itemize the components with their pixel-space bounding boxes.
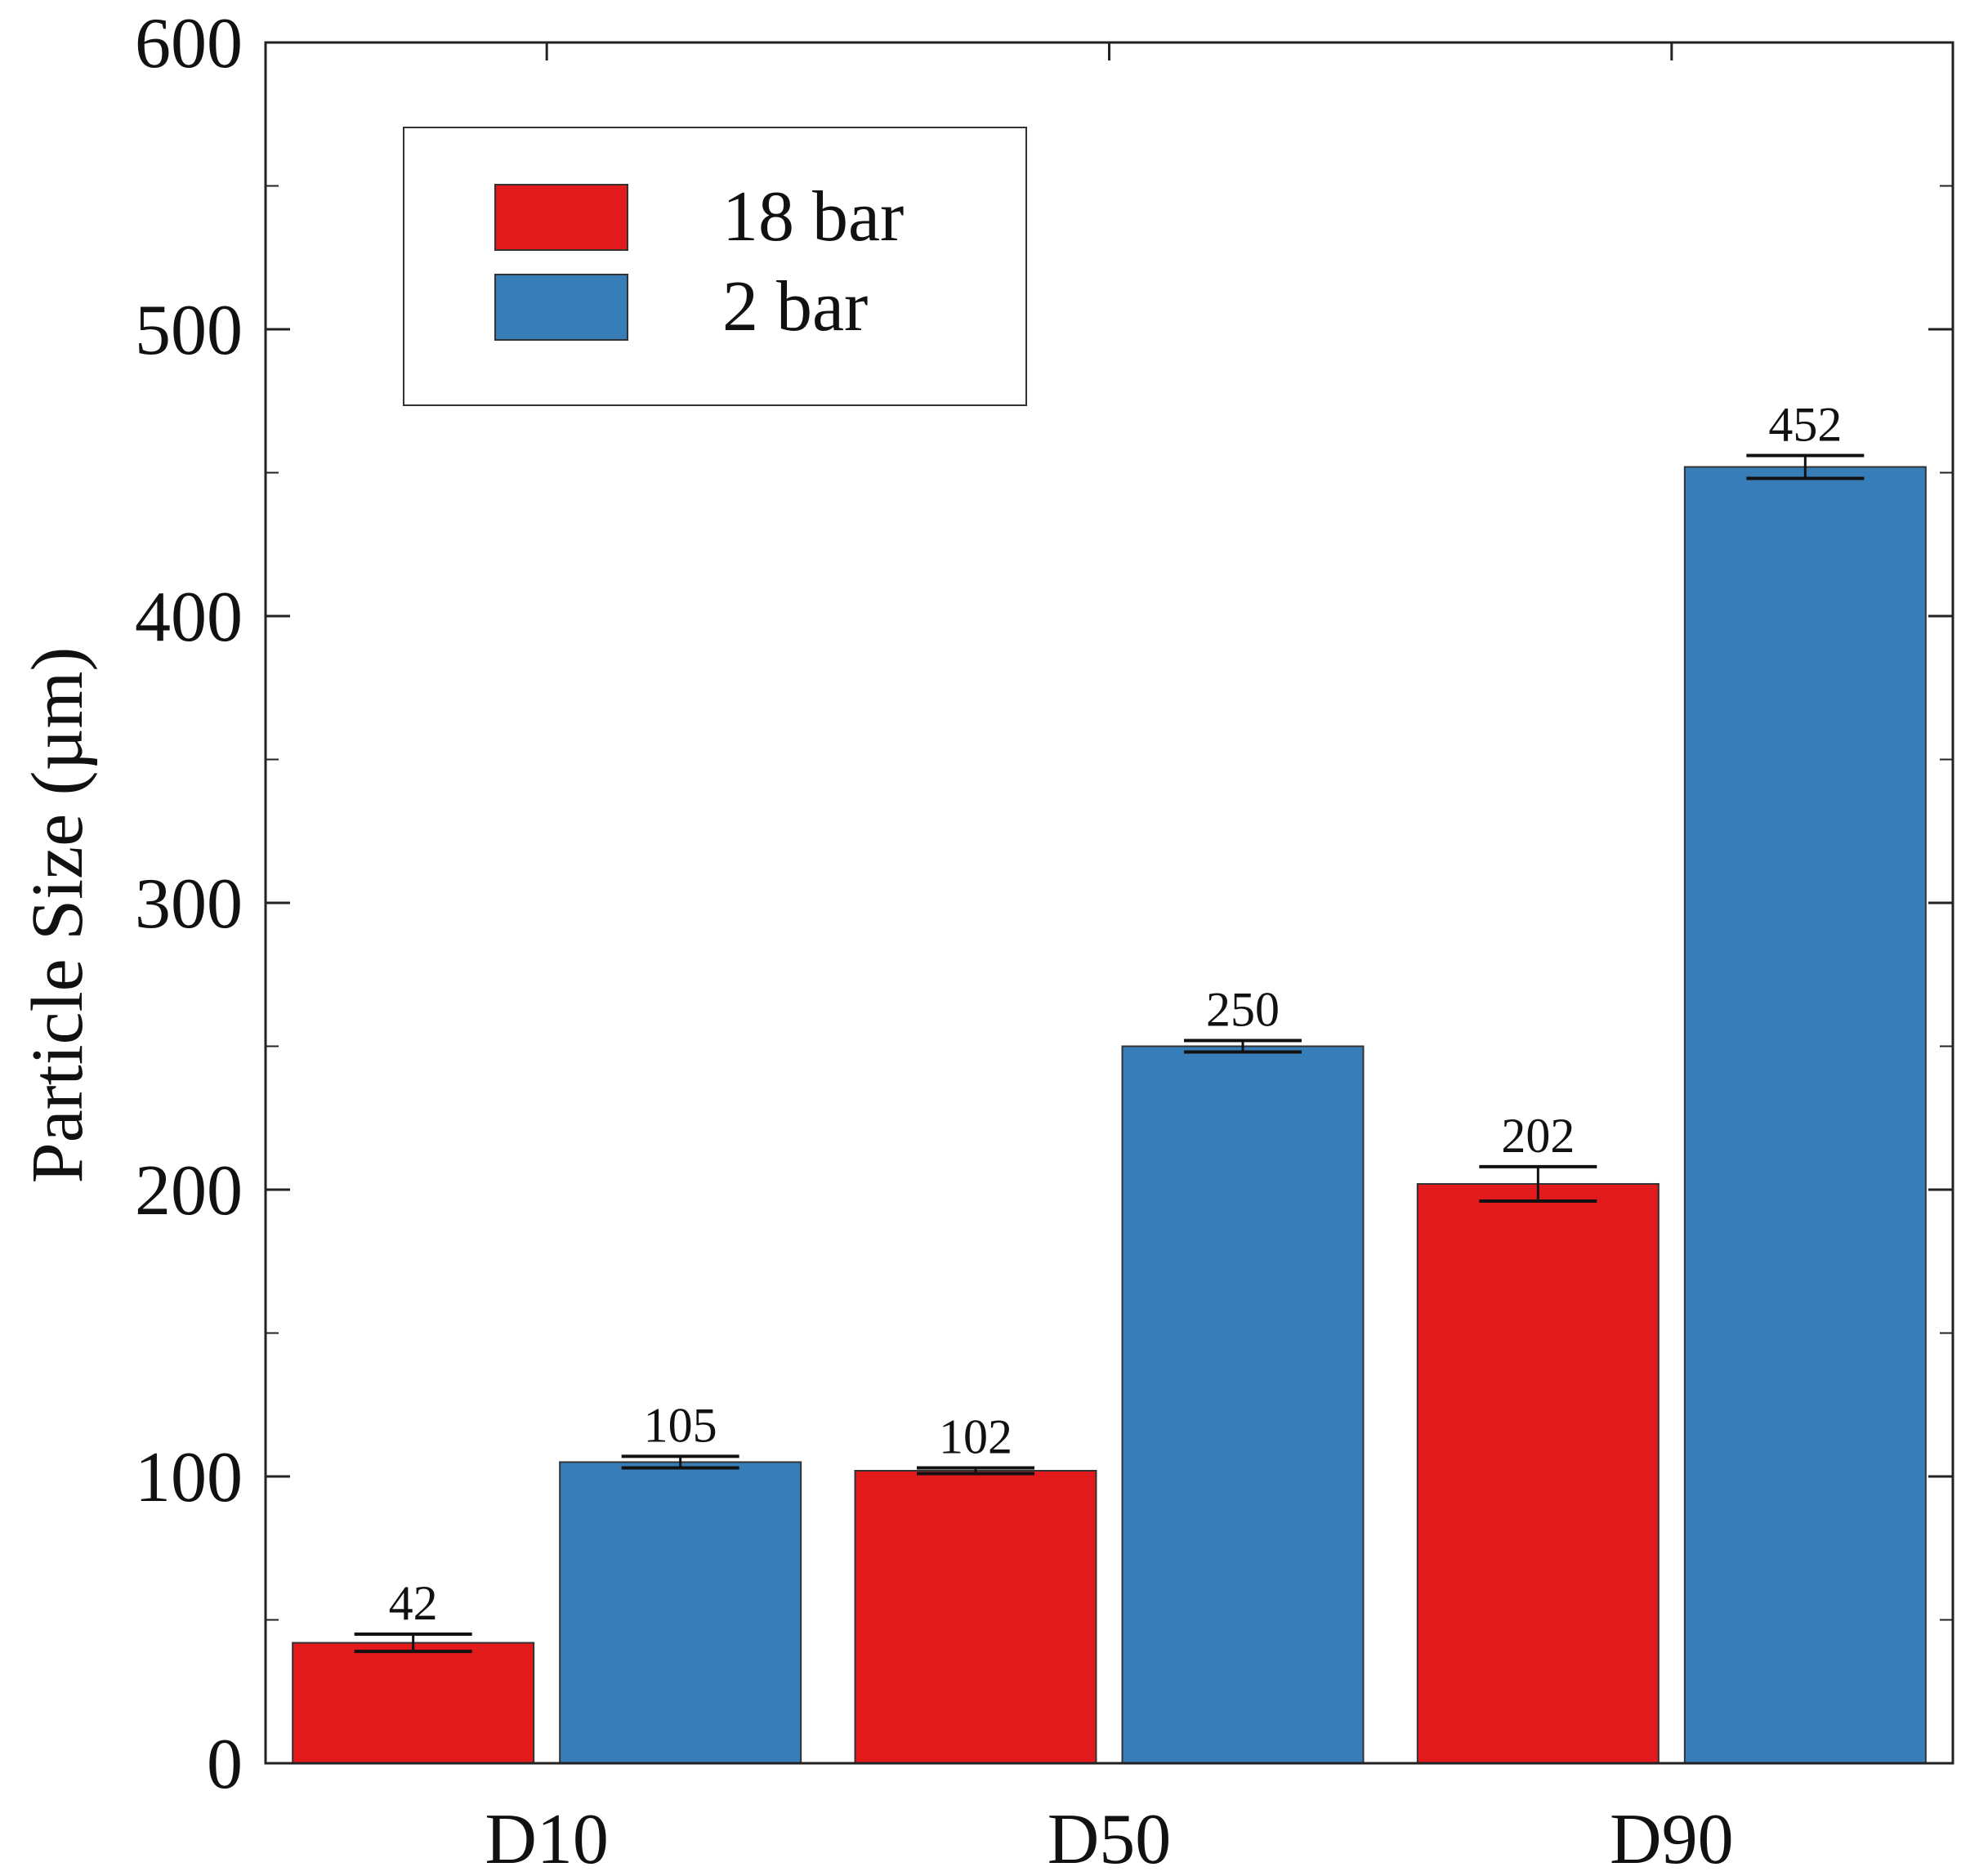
- bar-D50-2-bar: [1121, 1045, 1365, 1764]
- y-tick-label-200: 200: [135, 1151, 243, 1231]
- bar-D10-2-bar: [559, 1461, 802, 1764]
- y-tick-label-600: 600: [135, 4, 243, 83]
- data-label-D50-18-bar: 102: [939, 1409, 1012, 1463]
- y-tick-label-0: 0: [207, 1725, 243, 1804]
- bar-D10-18-bar: [292, 1642, 535, 1764]
- x-tick-label-D50: D50: [1048, 1800, 1172, 1876]
- legend-label-18-bar: 18 bar: [722, 177, 904, 257]
- data-label-D10-18-bar: 42: [389, 1576, 438, 1630]
- bars-layer: 42 105 102 250 202 452: [292, 397, 1927, 1764]
- legend: 18 bar 2 bar: [403, 127, 1027, 406]
- legend-label-2-bar: 2 bar: [722, 267, 868, 346]
- y-axis-title: Particle Size (µm): [17, 647, 98, 1184]
- legend-box: [403, 127, 1027, 406]
- axes-layer: D10 D50 D90 0 100 200 300 400 500 600: [135, 4, 1954, 1876]
- data-label-D90-18-bar: 202: [1501, 1109, 1575, 1163]
- data-label-D50-2-bar: 250: [1206, 982, 1280, 1036]
- data-label-D10-2-bar: 105: [644, 1398, 717, 1452]
- y-tick-label-400: 400: [135, 578, 243, 657]
- x-tick-label-D10: D10: [485, 1800, 609, 1876]
- x-tick-label-D90: D90: [1610, 1800, 1734, 1876]
- y-tick-label-500: 500: [135, 291, 243, 370]
- bar-D90-18-bar: [1416, 1182, 1660, 1764]
- bar-D90-2-bar: [1683, 466, 1927, 1764]
- legend-swatch-2-bar: [494, 274, 628, 341]
- legend-swatch-18-bar: [494, 184, 628, 251]
- y-tick-label-100: 100: [135, 1438, 243, 1517]
- bar-D50-18-bar: [854, 1469, 1097, 1764]
- y-tick-label-300: 300: [135, 864, 243, 944]
- data-label-D90-2-bar: 452: [1768, 397, 1842, 451]
